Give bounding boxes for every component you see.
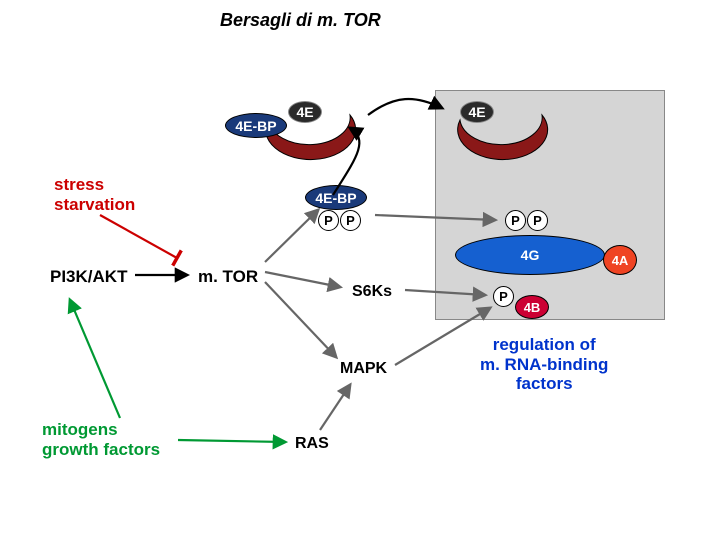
phosphate-2: P xyxy=(505,210,526,231)
node-4ebp-mid: 4E-BP xyxy=(305,185,367,210)
node-4ebp-top: 4E-BP xyxy=(225,113,287,138)
node-4e-top: 4E xyxy=(288,101,322,123)
label-pi3k: PI3K/AKT xyxy=(50,267,127,287)
node-4e-right: 4E xyxy=(460,101,494,123)
label-ras: RAS xyxy=(295,435,329,453)
phosphate-0: P xyxy=(318,210,339,231)
diagram-title: Bersagli di m. TOR xyxy=(220,10,381,31)
label-mtor: m. TOR xyxy=(198,267,258,287)
node-4b: 4B xyxy=(515,295,549,319)
node-4a: 4A xyxy=(603,245,637,275)
label-mitogens: mitogens growth factors xyxy=(42,420,160,459)
phosphate-3: P xyxy=(527,210,548,231)
phosphate-4: P xyxy=(493,286,514,307)
label-regulation: regulation of m. RNA-binding factors xyxy=(480,335,608,394)
label-mapk: MAPK xyxy=(340,360,387,378)
phosphate-1: P xyxy=(340,210,361,231)
label-s6ks: S6Ks xyxy=(352,283,392,301)
node-4g: 4G xyxy=(455,235,605,275)
label-stress: stress starvation xyxy=(54,175,135,214)
